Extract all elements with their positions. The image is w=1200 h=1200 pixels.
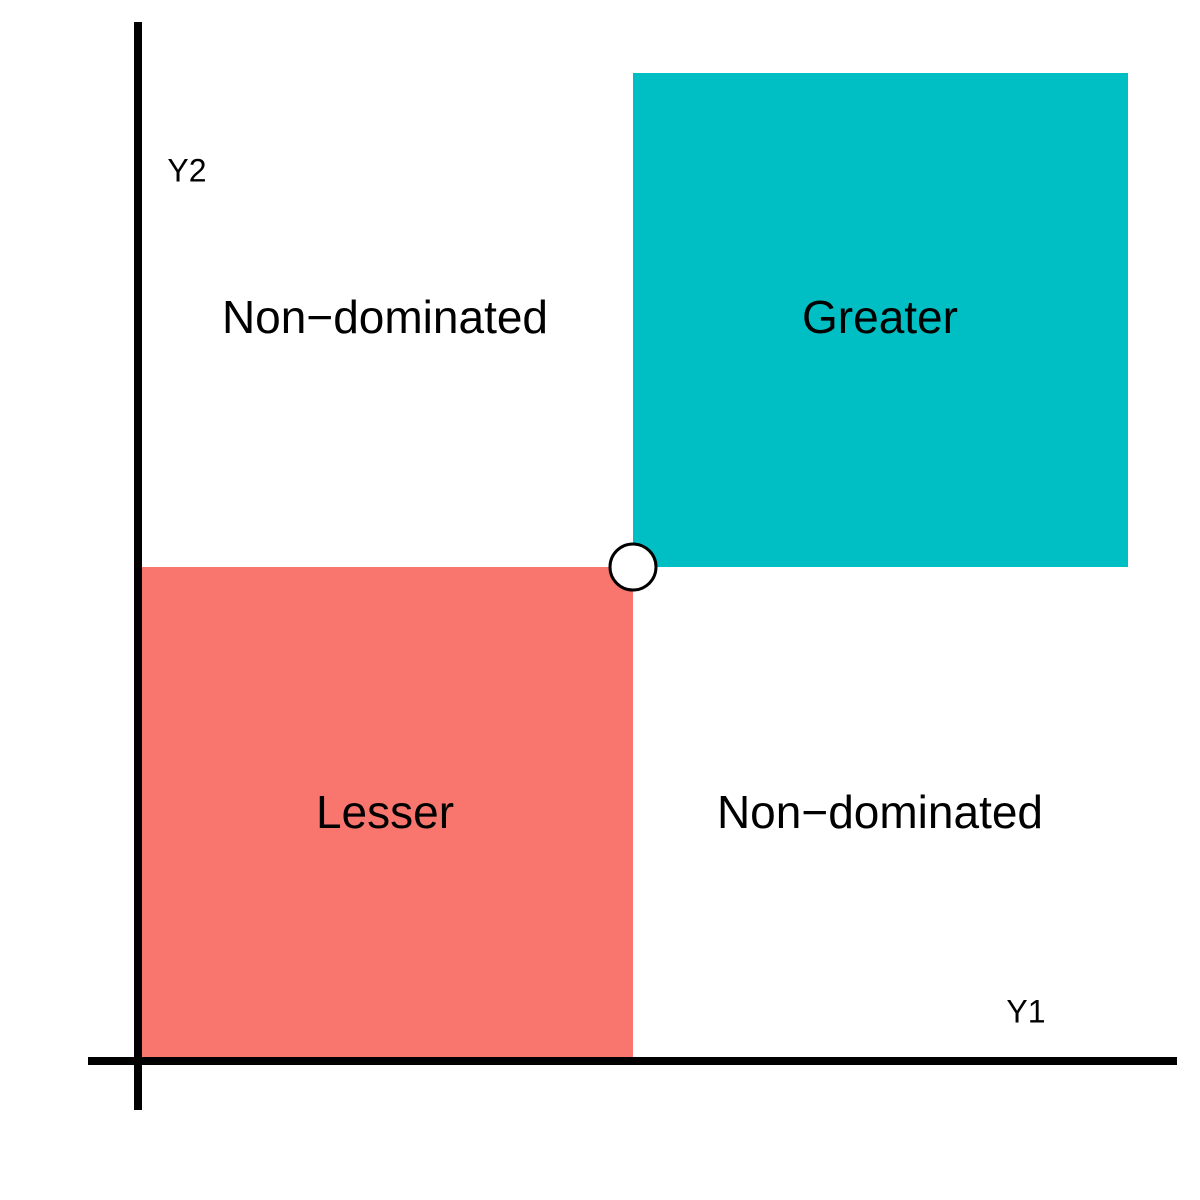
reference-point — [608, 542, 658, 592]
y-axis-label: Y2 — [167, 152, 206, 188]
region-label-top-left: Non−dominated — [222, 291, 548, 343]
greater-region — [633, 73, 1128, 567]
region-label-top-right: Greater — [802, 291, 958, 343]
region-label-bottom-right: Non−dominated — [717, 786, 1043, 838]
region-label-bottom-left: Lesser — [316, 786, 454, 838]
x-axis-label: Y1 — [1006, 993, 1045, 1029]
lesser-region — [138, 567, 633, 1061]
